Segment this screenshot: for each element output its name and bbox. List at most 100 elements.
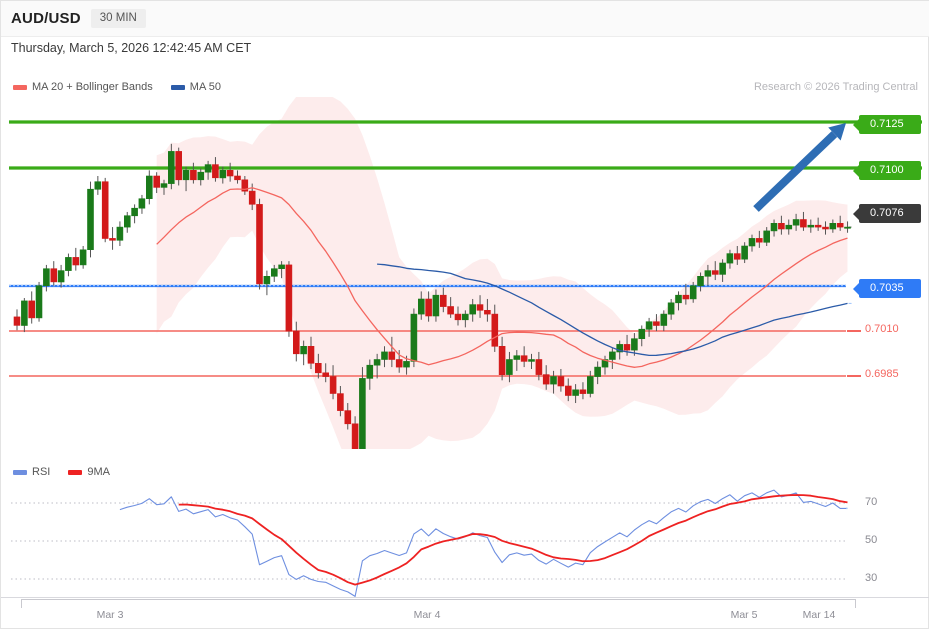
candle-body: [65, 257, 72, 271]
forecast-arrow-shaft: [753, 131, 838, 212]
candle-body: [234, 175, 241, 181]
candle-body: [21, 300, 28, 326]
candle-body: [484, 310, 491, 315]
candle-body: [292, 330, 300, 355]
candle-body: [168, 151, 175, 184]
candle-body: [726, 253, 734, 264]
rsi-level-50: 50: [865, 534, 878, 546]
candle-body: [498, 346, 506, 376]
candle-body: [359, 378, 366, 449]
candle-body: [844, 226, 851, 229]
candle-body: [667, 302, 675, 315]
candle-body: [116, 226, 124, 241]
candle-body: [520, 355, 528, 362]
candle-body: [689, 285, 697, 300]
candle-body: [770, 223, 778, 232]
rsi-level-70: 70: [865, 496, 878, 508]
candle-body: [550, 376, 557, 385]
candle-body: [256, 204, 263, 285]
candle-body: [506, 359, 513, 375]
candle-body: [542, 374, 550, 385]
rsi-9ma-line: [178, 494, 848, 586]
level-0-6985: 0.6985: [865, 368, 899, 380]
candle-body: [785, 224, 793, 230]
candle-body: [704, 270, 712, 277]
candle-body: [513, 355, 521, 360]
legend-item-rsi-9ma[interactable]: 9MA: [68, 466, 110, 478]
candle-body: [388, 351, 396, 360]
candle-body: [778, 223, 785, 230]
candle-body: [403, 361, 410, 368]
candle-body: [476, 304, 484, 311]
candle-body: [741, 245, 748, 260]
candle-body: [461, 313, 469, 321]
rsi-chart-canvas[interactable]: [1, 485, 929, 597]
candle-body: [329, 376, 337, 394]
legend-label-ma50: MA 50: [189, 81, 221, 93]
candle-body: [212, 164, 219, 179]
candle-body: [197, 171, 205, 181]
candle-body: [79, 249, 87, 266]
candle-body: [57, 270, 65, 283]
legend-item-rsi[interactable]: RSI: [13, 466, 50, 478]
candle-body: [807, 224, 815, 228]
candle-body: [270, 268, 278, 277]
level-0-7010-tick: [847, 330, 861, 332]
candle-body: [623, 344, 631, 351]
candle-body: [432, 294, 440, 317]
main-chart-legend: MA 20 + Bollinger Bands MA 50: [13, 81, 233, 93]
candle-body: [417, 298, 425, 315]
price-chart-canvas[interactable]: [1, 97, 929, 449]
level-0-6985-tick: [847, 375, 861, 377]
candle-body: [219, 170, 227, 179]
ma20-color-swatch: [13, 84, 27, 90]
chart-header: AUD/USD 30 MIN: [1, 1, 929, 37]
candle-body: [366, 364, 374, 379]
candle-body: [697, 276, 704, 287]
x-axis-label-0: Mar 3: [96, 609, 124, 621]
candle-body: [226, 170, 234, 177]
candle-body: [87, 188, 94, 250]
candle-body: [601, 359, 609, 368]
candle-body: [373, 359, 381, 366]
symbol-label: AUD/USD: [11, 10, 81, 27]
candle-body: [35, 285, 43, 319]
legend-item-ma20[interactable]: MA 20 + Bollinger Bands: [13, 81, 153, 93]
timeframe-badge[interactable]: 30 MIN: [90, 8, 146, 29]
candle-body: [439, 294, 447, 307]
candle-body: [146, 175, 153, 200]
candle-body: [800, 219, 807, 228]
candle-body: [594, 366, 601, 377]
candle-body: [447, 306, 454, 315]
legend-label-rsi-9ma: 9MA: [87, 466, 110, 478]
candle-body: [682, 294, 690, 300]
research-credit: Research © 2026 Trading Central: [753, 81, 918, 93]
x-axis-label-3: Mar 14: [802, 609, 836, 621]
legend-item-ma50[interactable]: MA 50: [170, 81, 221, 93]
ma50-color-swatch: [170, 84, 185, 90]
rsi-color-swatch: [13, 469, 27, 475]
candle-body: [755, 238, 763, 243]
candle-body: [395, 359, 403, 368]
candle-body: [263, 276, 271, 285]
level-0-7035: 0.7035: [859, 279, 921, 298]
rsi-9ma-color-swatch: [68, 469, 83, 475]
candle-body: [307, 346, 315, 364]
candle-body: [204, 164, 212, 173]
rsi-line: [119, 489, 848, 597]
rsi-level-30: 30: [865, 572, 878, 584]
range-selector[interactable]: [21, 599, 856, 608]
candle-body: [675, 294, 682, 304]
candle-body: [822, 226, 829, 230]
candle-body: [43, 268, 50, 286]
candle-body: [337, 393, 344, 411]
candle-body: [814, 224, 822, 228]
candle-body: [719, 262, 726, 275]
candle-body: [616, 344, 624, 353]
candle-body: [748, 238, 756, 247]
ma50-line: [377, 263, 848, 357]
candle-body: [829, 223, 837, 230]
candle-body: [528, 359, 535, 362]
candle-body: [101, 181, 109, 239]
